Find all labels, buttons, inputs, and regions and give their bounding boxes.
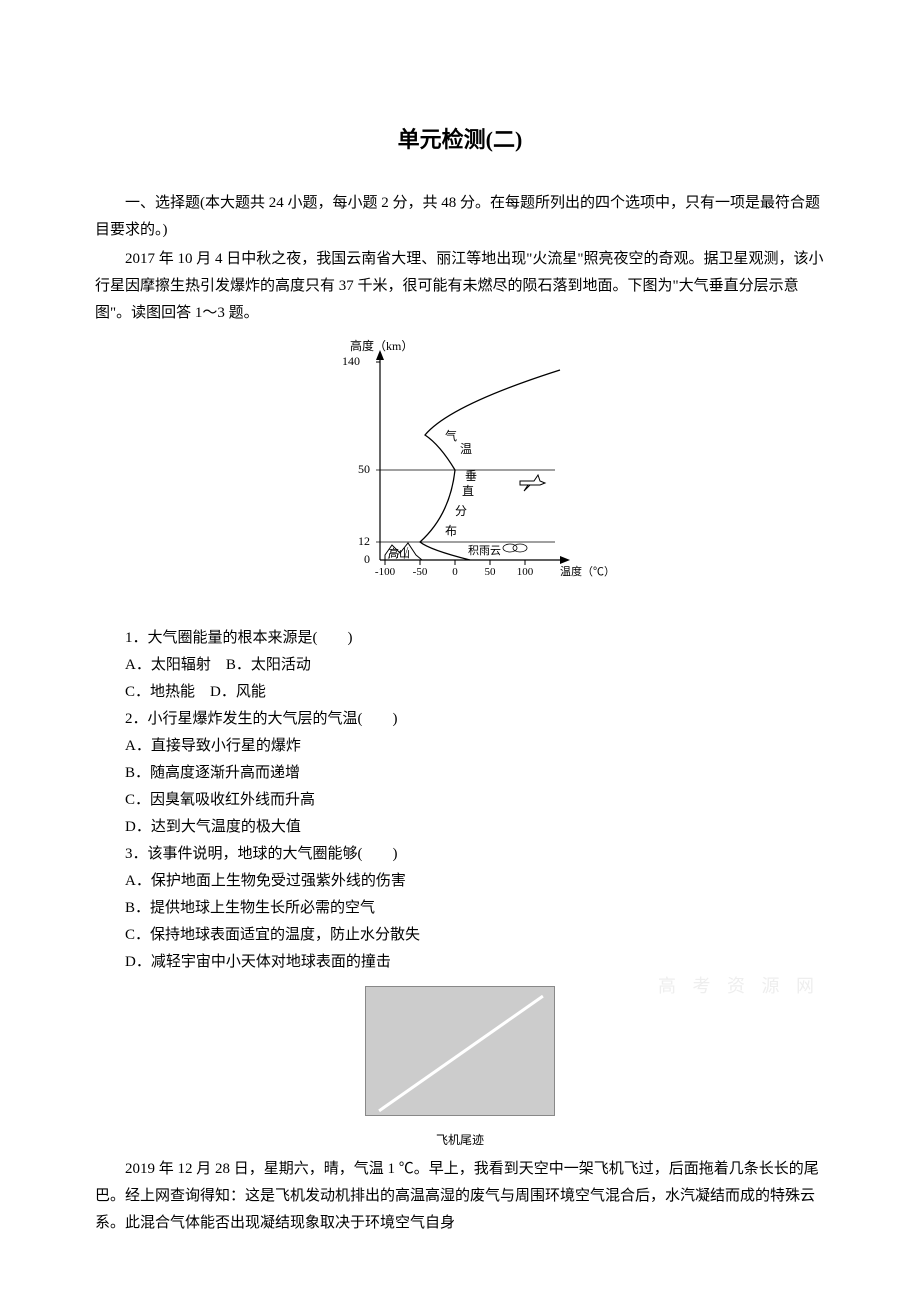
- q1-option-ab: A．太阳辐射 B．太阳活动: [95, 652, 825, 679]
- q3-stem: 3．该事件说明，地球的大气圈能够( ): [95, 841, 825, 868]
- q2-stem: 2．小行星爆炸发生的大气层的气温( ): [95, 706, 825, 733]
- xtick-100: 100: [517, 566, 534, 578]
- curve-label-5: 布: [445, 524, 457, 538]
- q3-option-c: C．保持地球表面适宜的温度，防止水分散失: [95, 922, 825, 949]
- contrail-image: 飞机尾迹: [95, 986, 825, 1152]
- passage-2: 2019 年 12 月 28 日，星期六，晴，气温 1 ℃。早上，我看到天空中一…: [95, 1156, 825, 1237]
- curve-label-3: 直: [462, 484, 474, 498]
- airplane-icon: [520, 475, 545, 491]
- xtick-50: 50: [485, 566, 497, 578]
- curve-label-0: 气: [445, 428, 457, 443]
- cloud-label: 积雨云: [468, 544, 501, 557]
- q3-option-b: B．提供地球上生物生长所必需的空气: [95, 895, 825, 922]
- q2-option-c: C．因臭氧吸收红外线而升高: [95, 787, 825, 814]
- q1-option-cd: C．地热能 D．风能: [95, 679, 825, 706]
- ytick-0: 0: [364, 552, 370, 566]
- ytick-140: 140: [342, 354, 360, 368]
- mountain-label: 高山: [388, 546, 410, 560]
- q1-stem: 1．大气圈能量的根本来源是( ): [95, 625, 825, 652]
- q2-option-a: A．直接导致小行星的爆炸: [95, 733, 825, 760]
- xtick-n100: -100: [375, 566, 396, 578]
- curve-label-1: 温: [460, 442, 472, 456]
- contrail-caption: 飞机尾迹: [95, 1130, 825, 1152]
- atmosphere-diagram: 高度（km） 140 50 12 0 -100 -50 0 50 100 温度（…: [95, 335, 825, 605]
- q2-option-d: D．达到大气温度的极大值: [95, 814, 825, 841]
- xtick-0: 0: [452, 566, 458, 578]
- ytick-50: 50: [358, 462, 370, 476]
- watermark: 高 考 资 源 网: [658, 970, 820, 1002]
- ytick-12: 12: [358, 534, 370, 548]
- passage-1: 2017 年 10 月 4 日中秋之夜，我国云南省大理、丽江等地出现"火流星"照…: [95, 246, 825, 327]
- q3-option-a: A．保护地面上生物免受过强紫外线的伤害: [95, 868, 825, 895]
- section-intro: 一、选择题(本大题共 24 小题，每小题 2 分，共 48 分。在每题所列出的四…: [95, 190, 825, 244]
- xtick-n50: -50: [413, 566, 428, 578]
- y-axis-label: 高度（km）: [350, 338, 413, 353]
- page-title: 单元检测(二): [95, 120, 825, 160]
- q2-option-b: B．随高度逐渐升高而递增: [95, 760, 825, 787]
- curve-label-2: 垂: [465, 469, 477, 483]
- x-axis-label: 温度（℃）: [560, 564, 610, 578]
- curve-label-4: 分: [455, 504, 467, 518]
